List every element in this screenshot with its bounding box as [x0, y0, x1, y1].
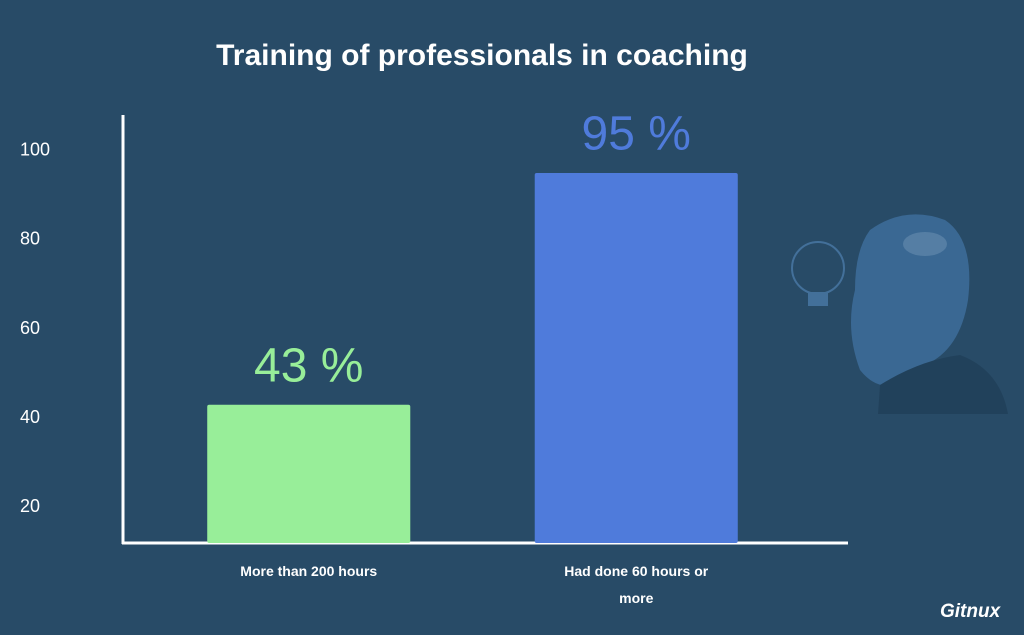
y-tick-label: 20 [20, 496, 40, 516]
bar [207, 404, 411, 543]
x-tick-label: More than 200 hours [240, 563, 378, 579]
illustration [791, 214, 1008, 414]
brand-logo: Gitnux [940, 601, 1002, 622]
chart-title: Training of professionals in coaching [216, 39, 748, 72]
y-tick-label: 40 [20, 407, 40, 427]
value-label: 95 % [582, 108, 691, 161]
bar [534, 172, 738, 544]
x-tick-label: Had done 60 hours or more [564, 563, 709, 606]
y-tick-label: 60 [20, 318, 40, 338]
value-label: 43 % [254, 339, 363, 392]
y-tick-label: 80 [20, 229, 40, 249]
y-tick-label: 100 [20, 139, 50, 159]
